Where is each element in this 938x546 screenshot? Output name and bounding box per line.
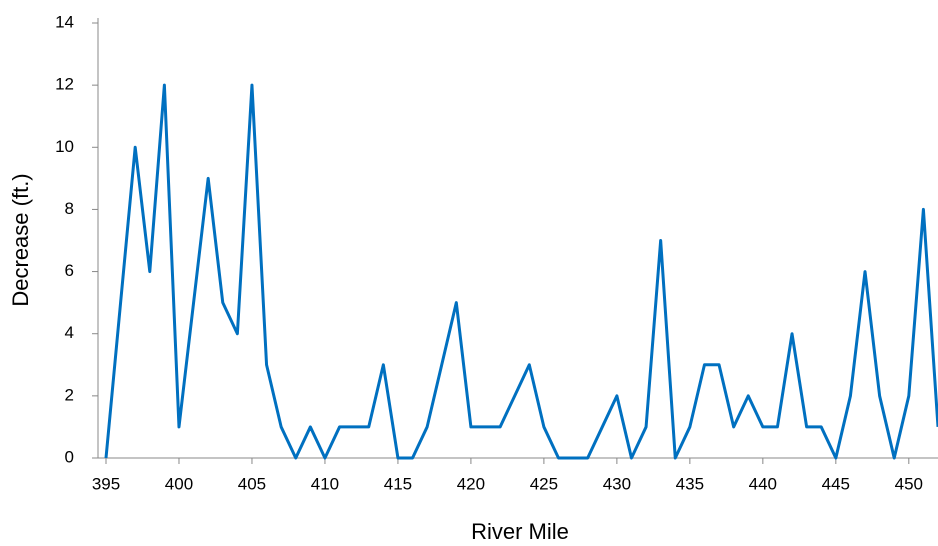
y-tick-label: 2 bbox=[65, 385, 74, 404]
y-tick-label: 14 bbox=[55, 12, 74, 31]
x-tick-label: 435 bbox=[676, 474, 704, 493]
y-tick-label: 8 bbox=[65, 199, 74, 218]
x-tick-label: 410 bbox=[311, 474, 339, 493]
x-tick-label: 445 bbox=[822, 474, 850, 493]
x-tick-label: 415 bbox=[384, 474, 412, 493]
x-tick-label: 440 bbox=[749, 474, 777, 493]
x-tick-label: 450 bbox=[895, 474, 923, 493]
x-axis-label: River Mile bbox=[471, 519, 569, 544]
x-tick-label: 430 bbox=[603, 474, 631, 493]
x-tick-label: 395 bbox=[92, 474, 120, 493]
y-axis-label: Decrease (ft.) bbox=[8, 173, 33, 306]
x-tick-label: 420 bbox=[457, 474, 485, 493]
y-tick-label: 12 bbox=[55, 75, 74, 94]
data-line bbox=[104, 83, 938, 460]
y-tick-label: 4 bbox=[65, 323, 74, 342]
x-tick-label: 405 bbox=[238, 474, 266, 493]
y-tick-label: 0 bbox=[65, 447, 74, 466]
x-tick-label: 400 bbox=[165, 474, 193, 493]
x-tick-label: 425 bbox=[530, 474, 558, 493]
y-tick-label: 10 bbox=[55, 137, 74, 156]
y-tick-label: 6 bbox=[65, 261, 74, 280]
